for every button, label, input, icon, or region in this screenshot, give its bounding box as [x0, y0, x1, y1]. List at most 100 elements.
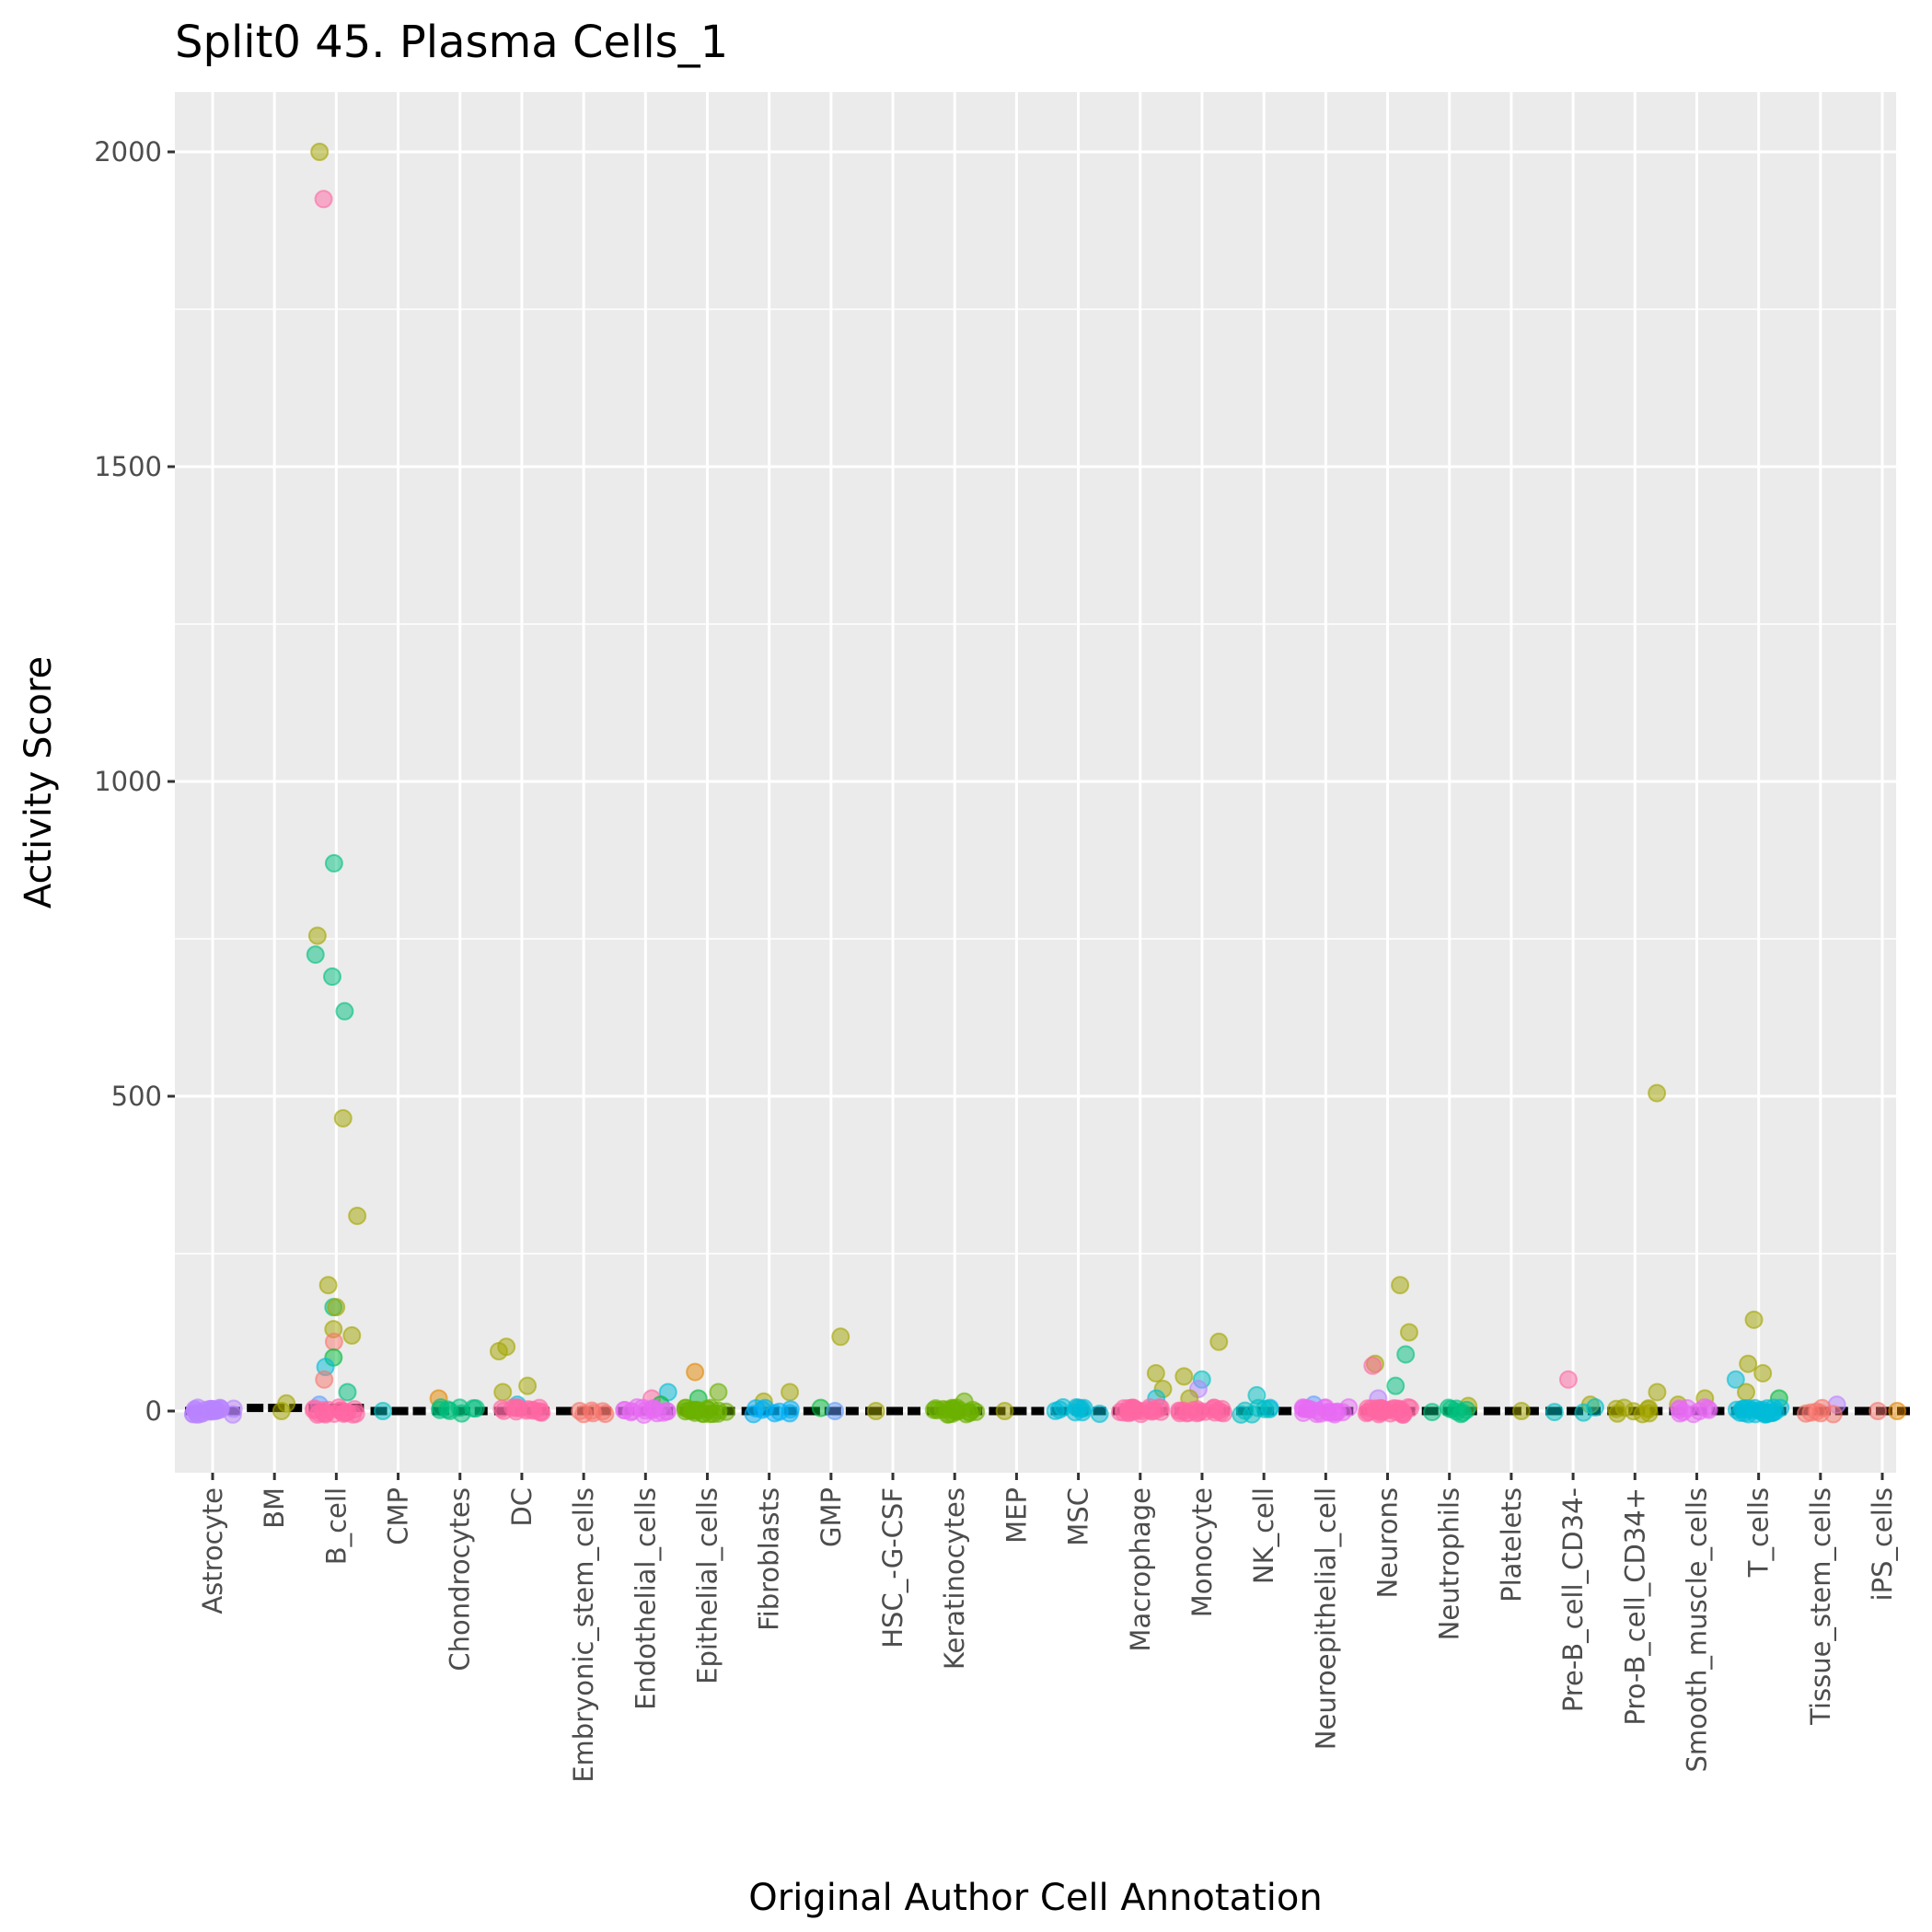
data-point — [1386, 1376, 1406, 1395]
data-point — [593, 1402, 612, 1421]
data-point — [1243, 1405, 1262, 1424]
x-tick-label: Neurons — [1372, 1487, 1404, 1598]
data-point — [944, 1400, 964, 1419]
data-point — [709, 1382, 728, 1402]
data-points — [183, 143, 1907, 1424]
x-tick-label: Macrophage — [1125, 1487, 1156, 1652]
data-point — [318, 1276, 338, 1295]
data-point — [464, 1399, 483, 1418]
data-point — [324, 1332, 343, 1351]
data-point — [1384, 1399, 1404, 1418]
data-point — [327, 1298, 346, 1317]
x-tick-label: T_cells — [1743, 1487, 1775, 1578]
y-tick-label: 1000 — [94, 766, 162, 797]
data-point — [1823, 1405, 1843, 1424]
data-point — [208, 1401, 227, 1420]
data-point — [272, 1402, 291, 1420]
data-point — [373, 1402, 392, 1420]
data-point — [1391, 1276, 1410, 1295]
x-tick-label: Fibroblasts — [754, 1487, 785, 1631]
y-tick-label: 500 — [111, 1081, 162, 1112]
data-point — [530, 1403, 550, 1422]
data-point — [314, 1404, 333, 1423]
x-tick-label: Neutrophils — [1434, 1487, 1465, 1640]
x-tick-label: MEP — [1001, 1487, 1032, 1544]
x-tick-label: Pro-B_cell_CD34+ — [1619, 1487, 1650, 1726]
x-tick-label: Astrocyte — [197, 1487, 228, 1614]
data-point — [1670, 1399, 1689, 1418]
data-point — [1736, 1382, 1755, 1402]
data-point — [1868, 1402, 1888, 1420]
data-point — [686, 1362, 705, 1382]
data-point — [306, 945, 325, 965]
data-point — [334, 1404, 353, 1423]
data-point — [310, 143, 330, 161]
data-point — [1648, 1382, 1667, 1402]
data-point — [1639, 1404, 1659, 1423]
data-point — [1558, 1370, 1578, 1389]
data-point — [781, 1382, 800, 1402]
x-tick-label: Embryonic_stem_cells — [568, 1487, 599, 1783]
y-tick-label: 1500 — [94, 451, 162, 482]
y-tick-label: 0 — [145, 1395, 162, 1427]
y-tick-label: 2000 — [94, 136, 162, 168]
gridlines — [175, 92, 1896, 1473]
x-tick-label: Tissue_stem_cells — [1805, 1487, 1836, 1726]
x-tick-label: BM — [259, 1487, 290, 1529]
data-point — [1744, 1310, 1764, 1329]
chart-title: Split0 45. Plasma Cells_1 — [175, 17, 728, 68]
data-point — [1732, 1400, 1752, 1419]
data-point — [1422, 1403, 1441, 1422]
y-axis: 0 500 1000 1500 2000 — [94, 136, 175, 1427]
data-point — [1726, 1370, 1745, 1389]
data-point — [1699, 1400, 1718, 1419]
data-point — [1452, 1405, 1471, 1424]
x-tick-label: Endothelial_cells — [630, 1487, 661, 1710]
x-tick-label: DC — [506, 1487, 538, 1527]
data-point — [518, 1376, 538, 1395]
data-point — [831, 1327, 850, 1347]
data-point — [324, 853, 343, 873]
x-tick-label: Chondrocytes — [445, 1487, 476, 1672]
data-point — [1128, 1401, 1147, 1420]
x-axis-title: Original Author Cell Annotation — [748, 1877, 1322, 1919]
data-point — [1090, 1404, 1109, 1423]
data-point — [509, 1398, 528, 1417]
data-point — [1608, 1404, 1627, 1423]
data-point — [1177, 1404, 1197, 1423]
x-tick-label: Pre-B_cell_CD34- — [1557, 1487, 1589, 1712]
x-tick-label: MSC — [1063, 1487, 1094, 1546]
x-axis: Astrocyte BM B_cell CMP Chondrocytes DC Embryo… — [197, 1473, 1898, 1783]
data-point — [1363, 1356, 1382, 1375]
data-point — [1739, 1354, 1758, 1373]
data-point — [1624, 1402, 1643, 1421]
data-point — [826, 1402, 845, 1420]
data-point — [1260, 1399, 1279, 1418]
data-point — [995, 1402, 1014, 1420]
data-point — [781, 1400, 800, 1419]
data-point — [489, 1342, 508, 1361]
data-point — [744, 1405, 763, 1424]
data-point — [1308, 1402, 1327, 1421]
data-point — [348, 1206, 367, 1225]
x-tick-label: HSC_-G-CSF — [877, 1487, 908, 1649]
data-point — [703, 1405, 723, 1424]
data-point — [1511, 1402, 1531, 1420]
x-tick-label: NK_cell — [1248, 1487, 1279, 1584]
data-point — [1146, 1363, 1165, 1382]
data-point — [493, 1382, 513, 1402]
data-point — [338, 1382, 357, 1402]
data-point — [1544, 1403, 1564, 1422]
data-point — [1399, 1323, 1418, 1342]
x-tick-label: CMP — [383, 1487, 414, 1545]
data-point — [1586, 1398, 1605, 1417]
data-point — [1753, 1363, 1773, 1382]
x-tick-label: Keratinocytes — [939, 1487, 970, 1670]
x-tick-label: Epithelial_cells — [691, 1487, 723, 1684]
x-tick-label: iPS_cells — [1867, 1487, 1898, 1601]
data-point — [1196, 1402, 1215, 1421]
data-point — [1648, 1083, 1667, 1103]
data-point — [335, 1001, 354, 1021]
data-point — [333, 1108, 353, 1128]
